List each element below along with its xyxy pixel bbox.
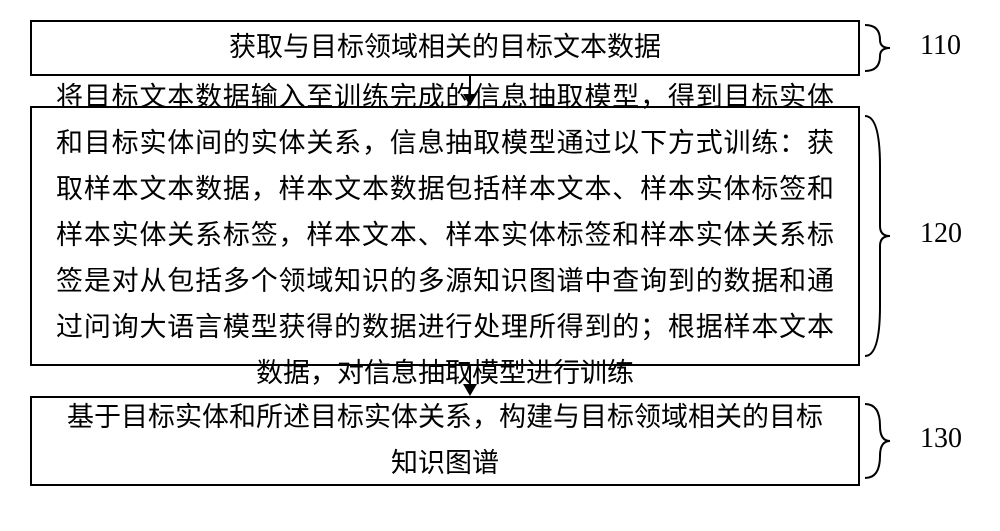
step-box-2: 将目标文本数据输入至训练完成的信息抽取模型，得到目标实体和目标实体间的实体关系，…: [30, 106, 860, 366]
step-text-3: 基于目标实体和所述目标实体关系，构建与目标领域相关的目标知识图谱: [56, 395, 834, 487]
step-text-2: 将目标文本数据输入至训练完成的信息抽取模型，得到目标实体和目标实体间的实体关系，…: [56, 75, 834, 396]
step-text-1: 获取与目标领域相关的目标文本数据: [229, 25, 661, 71]
step-row-3: 基于目标实体和所述目标实体关系，构建与目标领域相关的目标知识图谱 130: [30, 396, 970, 486]
step-label-3: 130: [920, 423, 962, 455]
step-label-2: 120: [920, 218, 962, 250]
brace-3: [860, 396, 900, 486]
step-box-1: 获取与目标领域相关的目标文本数据: [30, 20, 860, 76]
step-label-1: 110: [920, 30, 961, 62]
flowchart-container: 获取与目标领域相关的目标文本数据 110 将目标文本数据输入至训练完成的信息抽取…: [30, 20, 970, 511]
step-row-2: 将目标文本数据输入至训练完成的信息抽取模型，得到目标实体和目标实体间的实体关系，…: [30, 106, 970, 366]
brace-1: [860, 20, 900, 76]
step-row-1: 获取与目标领域相关的目标文本数据 110: [30, 20, 970, 76]
step-box-3: 基于目标实体和所述目标实体关系，构建与目标领域相关的目标知识图谱: [30, 396, 860, 486]
brace-2: [860, 106, 900, 366]
